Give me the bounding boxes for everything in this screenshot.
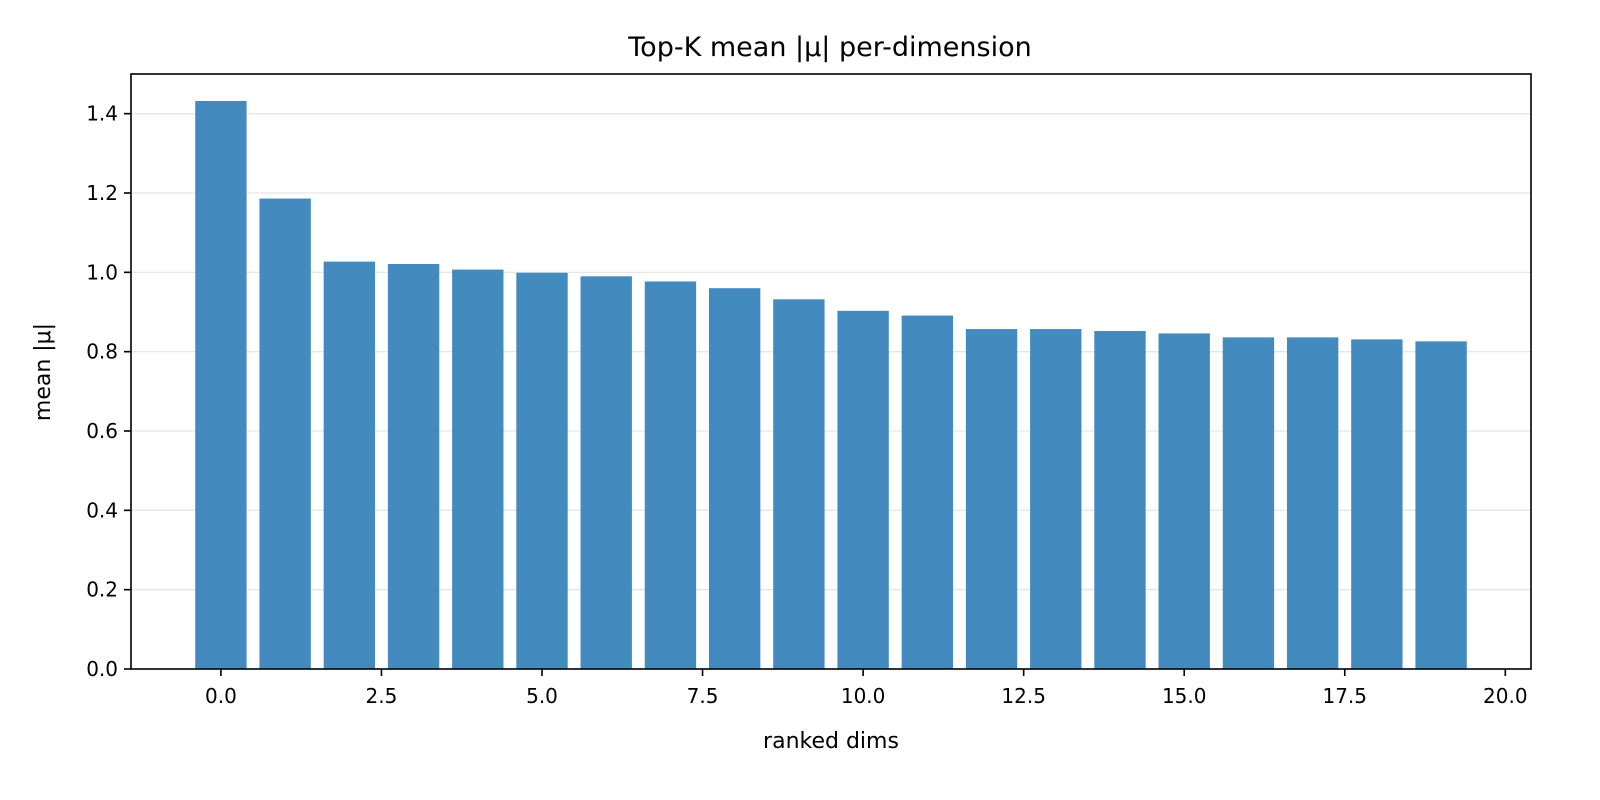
bar-0	[195, 100, 247, 670]
y-axis-ticks: 0.0 0.2 0.4 0.6 0.8 1.0 1.2 1.4	[86, 102, 131, 681]
x-tick-label-7: 17.5	[1322, 684, 1367, 708]
x-tick-label-3: 7.5	[687, 684, 719, 708]
y-tick-label-0: 0.0	[86, 657, 118, 681]
y-tick-label-4: 0.8	[86, 340, 118, 364]
x-tick-label-1: 2.5	[366, 684, 398, 708]
bar-5	[516, 272, 568, 669]
x-tick-label-8: 20.0	[1483, 684, 1528, 708]
bar-4	[452, 269, 504, 669]
x-tick-label-5: 12.5	[1001, 684, 1046, 708]
bars	[195, 100, 1467, 670]
bar-6	[580, 276, 632, 669]
bar-3	[387, 264, 440, 669]
bar-9	[773, 299, 825, 669]
bar-18	[1351, 339, 1403, 669]
bar-7	[644, 281, 697, 669]
y-tick-label-5: 1.0	[86, 260, 118, 284]
bar-13	[1030, 329, 1082, 669]
y-tick-label-3: 0.6	[86, 419, 118, 443]
x-tick-label-0: 0.0	[205, 684, 237, 708]
x-axis-ticks: 0.0 2.5 5.0 7.5 10.0 12.5 15.0 17.5 20.0	[205, 669, 1528, 708]
y-tick-label-6: 1.2	[86, 181, 118, 205]
y-axis-label: mean |μ|	[31, 323, 56, 421]
bar-8	[708, 288, 761, 669]
x-axis-label: ranked dims	[763, 729, 899, 754]
y-tick-label-7: 1.4	[86, 102, 118, 126]
y-tick-label-2: 0.4	[86, 498, 118, 522]
y-tick-label-1: 0.2	[86, 578, 118, 602]
bar-14	[1094, 331, 1146, 669]
plot-frame	[130, 73, 1532, 670]
bar-2	[323, 261, 376, 669]
bar-19	[1415, 341, 1467, 669]
bar-12	[965, 329, 1018, 669]
x-tick-label-2: 5.0	[526, 684, 558, 708]
bar-16	[1222, 337, 1275, 669]
bar-10	[837, 310, 889, 669]
x-tick-label-6: 15.0	[1162, 684, 1207, 708]
bar-1	[259, 198, 311, 669]
bar-15	[1158, 333, 1210, 669]
x-tick-label-4: 10.0	[841, 684, 886, 708]
bar-17	[1286, 337, 1339, 669]
chart-title: Top-K mean |μ| per-dimension	[627, 32, 1031, 63]
bar-11	[901, 315, 954, 669]
